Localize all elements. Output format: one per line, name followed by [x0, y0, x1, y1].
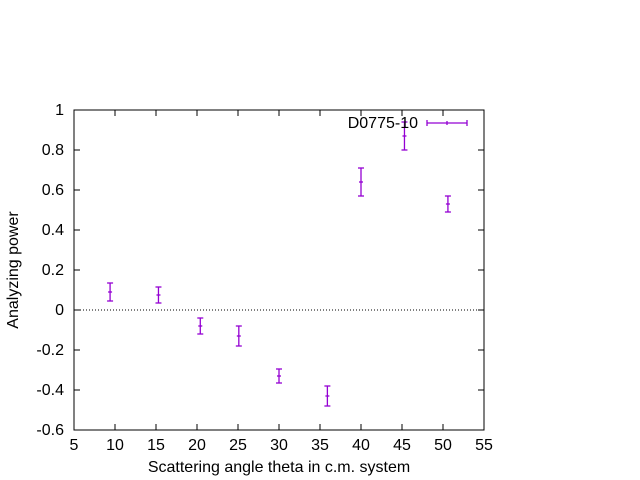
data-point [358, 167, 364, 197]
data-point [155, 286, 162, 304]
x-tick-label: 25 [229, 437, 247, 454]
y-tick-label: 0 [55, 302, 64, 319]
x-tick-label: 50 [434, 437, 452, 454]
legend-label: D0775-10 [348, 115, 418, 132]
y-tick-label: 0.2 [42, 262, 64, 279]
x-tick-label: 15 [147, 437, 165, 454]
y-tick-label: -0.6 [36, 422, 64, 439]
y-tick-label: 1 [55, 102, 64, 119]
x-tick-label: 5 [70, 437, 79, 454]
x-tick-label: 35 [311, 437, 329, 454]
y-tick-label: -0.2 [36, 342, 64, 359]
data-points [107, 121, 451, 407]
legend: D0775-10 [348, 115, 468, 132]
data-point [401, 121, 408, 151]
x-tick-label: 55 [475, 437, 493, 454]
y-tick-label: -0.4 [36, 382, 64, 399]
y-tick-label: 0.8 [42, 142, 64, 159]
data-point [276, 368, 282, 384]
x-tick-label: 40 [352, 437, 370, 454]
data-point [197, 317, 204, 335]
x-tick-label: 20 [188, 437, 206, 454]
data-point [235, 325, 242, 347]
x-tick-label: 30 [270, 437, 288, 454]
y-tick-label: 0.6 [42, 182, 64, 199]
data-point [444, 195, 451, 213]
y-axis-title: Analyzing power [5, 211, 22, 329]
x-tick-label: 45 [393, 437, 411, 454]
y-tick-label: 0.4 [42, 222, 64, 239]
data-point [107, 282, 114, 302]
plot-frame [73, 109, 485, 431]
x-axis-title: Scattering angle theta in c.m. system [148, 459, 410, 476]
legend-swatch [426, 120, 468, 126]
x-tick-label: 10 [106, 437, 124, 454]
data-point [324, 385, 331, 407]
axis-tick-labels: 5 10 15 20 25 30 35 40 45 50 55 -0.6 -0.4 -0.2 0 0.2 0.4… [36, 102, 493, 454]
